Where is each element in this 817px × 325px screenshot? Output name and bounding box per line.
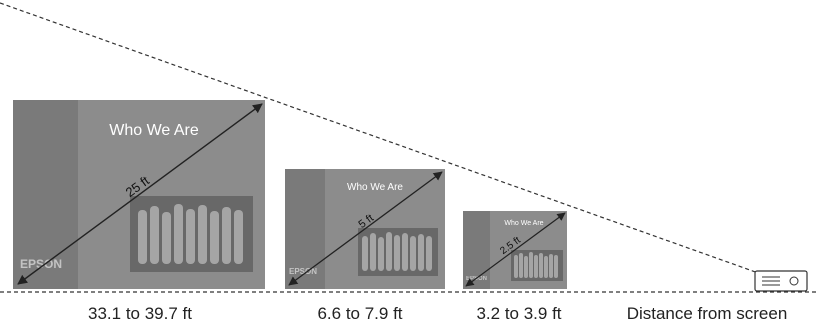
screen-title: Who We Are xyxy=(347,182,403,193)
distance-label: 33.1 to 39.7 ft xyxy=(88,304,192,323)
screen-diagonal-arrow xyxy=(465,212,566,287)
projector-distance-caption: Distance from screen xyxy=(627,304,788,323)
screen-title: Who We Are xyxy=(109,122,199,139)
screen-diagonal-arrow xyxy=(17,103,263,285)
screen-diagonal-arrow xyxy=(288,171,443,286)
screen-brand: EPSON xyxy=(466,276,487,282)
group-photo xyxy=(511,250,563,281)
screen-title: Who We Are xyxy=(504,220,543,227)
projection-beam-line xyxy=(0,2,779,281)
group-photo xyxy=(358,228,438,276)
distance-label: 3.2 to 3.9 ft xyxy=(476,304,561,323)
screen-brand: EPSON xyxy=(20,257,62,271)
screen-medium: Who We Are EPSON 5 ft xyxy=(285,169,445,289)
projector-icon xyxy=(754,270,808,292)
screen-large: Who We Are EPSON 25 ft xyxy=(13,100,265,289)
group-photo xyxy=(130,196,253,272)
distance-label: 6.6 to 7.9 ft xyxy=(317,304,402,323)
screen-small: Who We Are EPSON 2.5 ft xyxy=(463,211,567,289)
